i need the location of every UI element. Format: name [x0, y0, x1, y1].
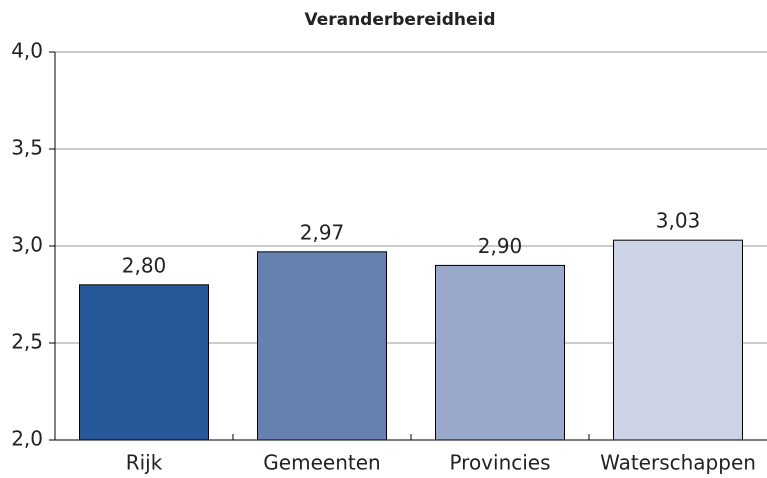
- bar: [435, 264, 565, 441]
- y-tick-label: 2,0: [11, 427, 43, 451]
- value-label: 2,97: [300, 220, 345, 244]
- x-tick-label: Provincies: [449, 451, 550, 475]
- bar: [613, 239, 743, 441]
- value-label: 3,03: [656, 209, 701, 233]
- y-tick-label: 2,5: [11, 330, 43, 354]
- bar: [79, 284, 209, 441]
- x-tick-label: Rijk: [126, 451, 163, 475]
- y-tick-label: 4,0: [11, 39, 43, 63]
- x-tick-label: Gemeenten: [263, 451, 380, 475]
- chart-title: Veranderbereidheid: [304, 10, 495, 30]
- y-tick-label: 3,0: [11, 233, 43, 257]
- value-label: 2,90: [478, 234, 523, 258]
- value-label: 2,80: [122, 253, 167, 277]
- bar: [257, 251, 387, 441]
- y-tick-label: 3,5: [11, 136, 43, 160]
- x-tick-label: Waterschappen: [600, 451, 756, 475]
